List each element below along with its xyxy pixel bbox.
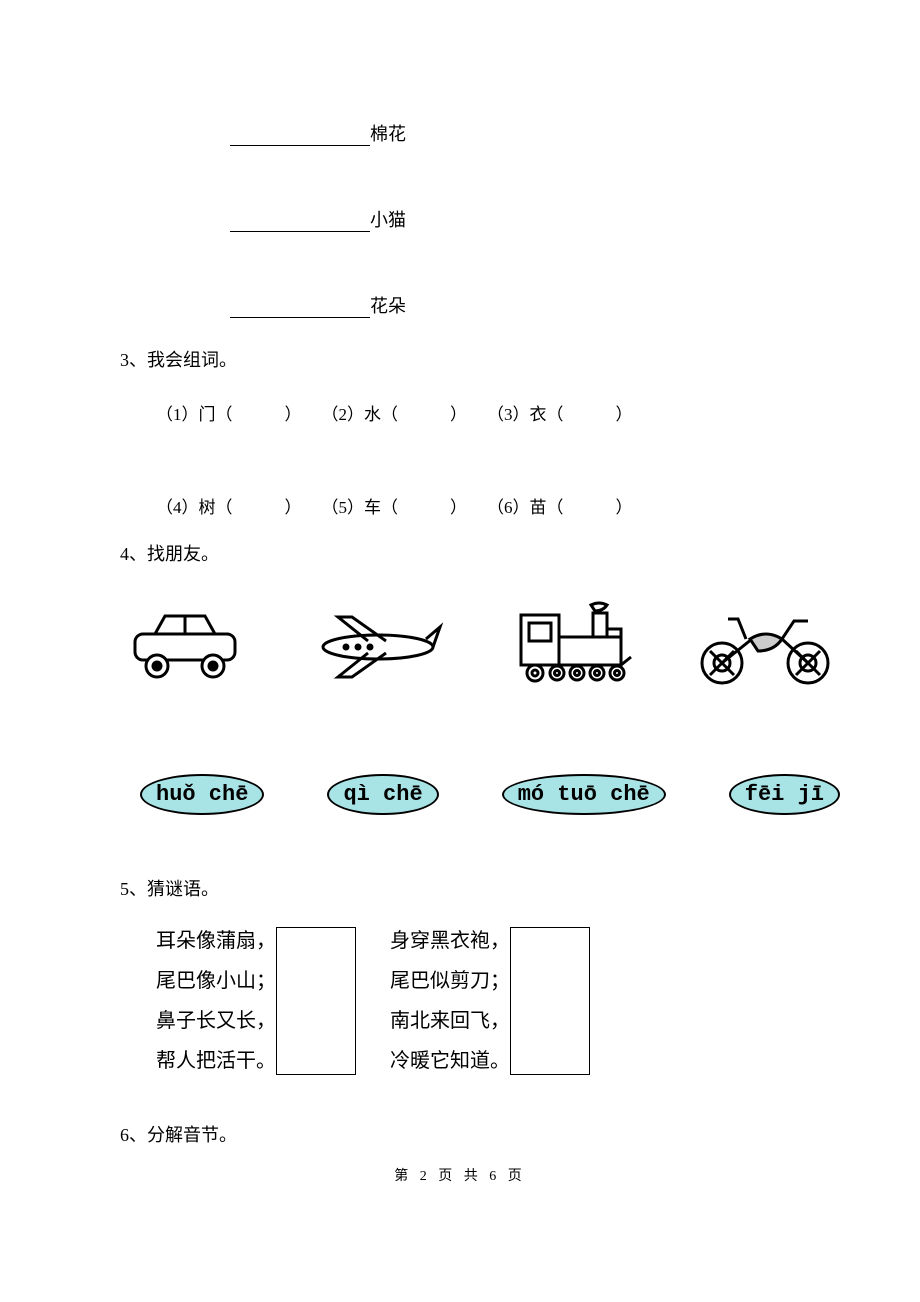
blank-underline[interactable] <box>230 299 370 318</box>
ex3-item: （6） 苗 （ ） <box>487 493 633 518</box>
close-paren: ） <box>616 493 633 518</box>
ex3-row-1: （1） 门 （ ） （2） 水 （ ） （3） 衣 （ ） <box>156 400 800 425</box>
riddle-line: 鼻子长又长， <box>156 1001 276 1041</box>
close-paren: ） <box>450 400 467 425</box>
riddle-2-text: 身穿黑衣袍， 尾巴似剪刀； 南北来回飞， 冷暖它知道。 <box>390 921 510 1081</box>
close-paren: ） <box>450 493 467 518</box>
section-3-heading: 3、我会组词。 <box>120 346 800 372</box>
riddle-line: 帮人把活干。 <box>156 1041 276 1081</box>
close-paren: ） <box>285 400 302 425</box>
page-footer: 第 2 页 共 6 页 <box>120 1165 800 1185</box>
item-num: （2） <box>322 400 365 425</box>
riddle-2-answer-box[interactable] <box>510 927 590 1075</box>
item-char: 树 <box>199 493 216 518</box>
item-char: 衣 <box>530 400 547 425</box>
riddle-1-answer-box[interactable] <box>276 927 356 1075</box>
ex3-item: （1） 门 （ ） <box>156 400 302 425</box>
open-paren: （ <box>381 400 398 425</box>
riddle-line: 尾巴似剪刀； <box>390 961 510 1001</box>
item-char: 苗 <box>530 493 547 518</box>
ex3-item: （3） 衣 （ ） <box>487 400 633 425</box>
riddle-1-text: 耳朵像蒲扇， 尾巴像小山； 鼻子长又长， 帮人把活干。 <box>156 921 276 1081</box>
pinyin-bubble[interactable]: mó tuō chē <box>502 774 666 815</box>
pinyin-bubble[interactable]: huǒ chē <box>140 774 264 815</box>
blank-underline[interactable] <box>230 213 370 232</box>
riddle-gap <box>356 921 390 1081</box>
riddle-1: 耳朵像蒲扇， 尾巴像小山； 鼻子长又长， 帮人把活干。 <box>156 921 356 1081</box>
item-char: 水 <box>364 400 381 425</box>
open-paren: （ <box>216 493 233 518</box>
fill-blank-line: 棉花 <box>230 120 800 146</box>
ex3-item: （5） 车 （ ） <box>322 493 468 518</box>
close-paren: ） <box>285 493 302 518</box>
train-icon <box>497 604 647 684</box>
open-paren: （ <box>381 493 398 518</box>
item-char: 门 <box>199 400 216 425</box>
fill-suffix: 花朵 <box>370 296 406 316</box>
fill-suffix: 棉花 <box>370 124 406 144</box>
fill-suffix: 小猫 <box>370 210 406 230</box>
item-num: （6） <box>487 493 530 518</box>
blank-underline[interactable] <box>230 127 370 146</box>
riddle-line: 身穿黑衣袍， <box>390 921 510 961</box>
car-icon <box>110 604 260 684</box>
open-paren: （ <box>216 400 233 425</box>
section-6-heading: 6、分解音节。 <box>120 1121 800 1147</box>
riddle-line: 尾巴像小山； <box>156 961 276 1001</box>
section-5-heading: 5、猜谜语。 <box>120 875 800 901</box>
pinyin-label-row: huǒ chē qì chē mó tuō chē fēi jī <box>140 774 840 815</box>
riddle-line: 冷暖它知道。 <box>390 1041 510 1081</box>
riddle-container: 耳朵像蒲扇， 尾巴像小山； 鼻子长又长， 帮人把活干。 身穿黑衣袍， 尾巴似剪刀… <box>156 921 800 1081</box>
pinyin-bubble[interactable]: fēi jī <box>729 774 840 815</box>
pinyin-bubble[interactable]: qì chē <box>327 774 438 815</box>
motorcycle-icon <box>690 604 840 684</box>
close-paren: ） <box>616 400 633 425</box>
open-paren: （ <box>547 400 564 425</box>
item-num: （5） <box>322 493 365 518</box>
item-char: 车 <box>364 493 381 518</box>
section-4-heading: 4、找朋友。 <box>120 540 800 566</box>
ex3-item: （2） 水 （ ） <box>322 400 468 425</box>
open-paren: （ <box>547 493 564 518</box>
riddle-line: 南北来回飞， <box>390 1001 510 1041</box>
worksheet-page: 棉花 小猫 花朵 3、我会组词。 （1） 门 （ ） （2） 水 （ ） （3） 衣… <box>0 0 920 1225</box>
vehicle-image-row <box>110 604 840 684</box>
item-num: （1） <box>156 400 199 425</box>
fill-blank-line: 花朵 <box>230 292 800 318</box>
plane-icon <box>303 604 453 684</box>
ex3-item: （4） 树 （ ） <box>156 493 302 518</box>
riddle-line: 耳朵像蒲扇， <box>156 921 276 961</box>
fill-blank-line: 小猫 <box>230 206 800 232</box>
item-num: （4） <box>156 493 199 518</box>
item-num: （3） <box>487 400 530 425</box>
riddle-2: 身穿黑衣袍， 尾巴似剪刀； 南北来回飞， 冷暖它知道。 <box>390 921 590 1081</box>
ex3-row-2: （4） 树 （ ） （5） 车 （ ） （6） 苗 （ ） <box>156 493 800 518</box>
